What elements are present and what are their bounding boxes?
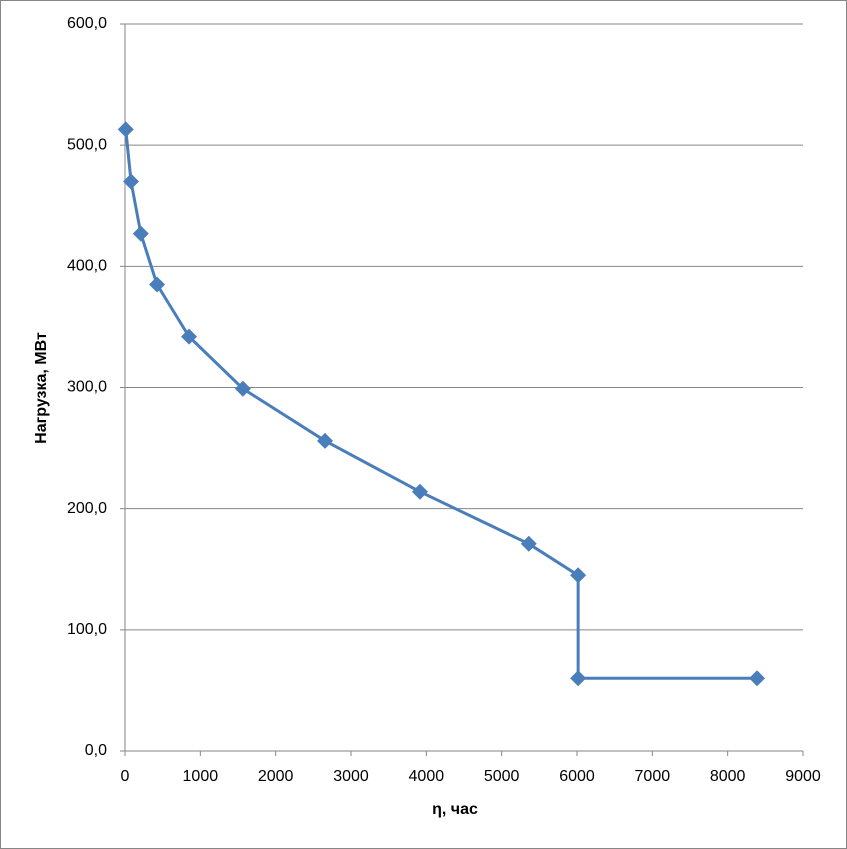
series-line — [124, 129, 758, 680]
x-tick-label: 0 — [121, 768, 130, 785]
marker — [520, 535, 537, 552]
y-tick-label: 600,0 — [67, 15, 107, 32]
x-tick-label: 9000 — [785, 768, 821, 785]
marker — [123, 173, 140, 190]
marker — [117, 121, 134, 138]
marker — [181, 328, 198, 345]
x-tick-label: 2000 — [258, 768, 294, 785]
y-tick-label: 500,0 — [67, 136, 107, 153]
marker — [411, 483, 428, 500]
y-tick-label: 200,0 — [67, 500, 107, 517]
marker — [317, 432, 334, 449]
y-tick-label: 0,0 — [85, 742, 107, 759]
marker — [570, 567, 587, 584]
x-axis-title: η, час — [432, 801, 478, 818]
x-tick-label: 1000 — [183, 768, 219, 785]
y-axis-title: Нагрузка, МВт — [33, 332, 50, 444]
y-tick-label: 100,0 — [67, 621, 107, 638]
x-tick-label: 4000 — [409, 768, 445, 785]
x-tick-label: 5000 — [484, 768, 520, 785]
marker — [234, 380, 251, 397]
marker — [749, 670, 766, 687]
x-tick-label: 7000 — [635, 768, 671, 785]
marker — [132, 225, 149, 242]
x-tick-label: 8000 — [710, 768, 746, 785]
y-tick-label: 400,0 — [67, 258, 107, 275]
x-tick-label: 3000 — [333, 768, 369, 785]
marker — [149, 276, 166, 293]
x-tick-label: 6000 — [559, 768, 595, 785]
y-tick-label: 300,0 — [67, 379, 107, 396]
marker — [570, 670, 587, 687]
